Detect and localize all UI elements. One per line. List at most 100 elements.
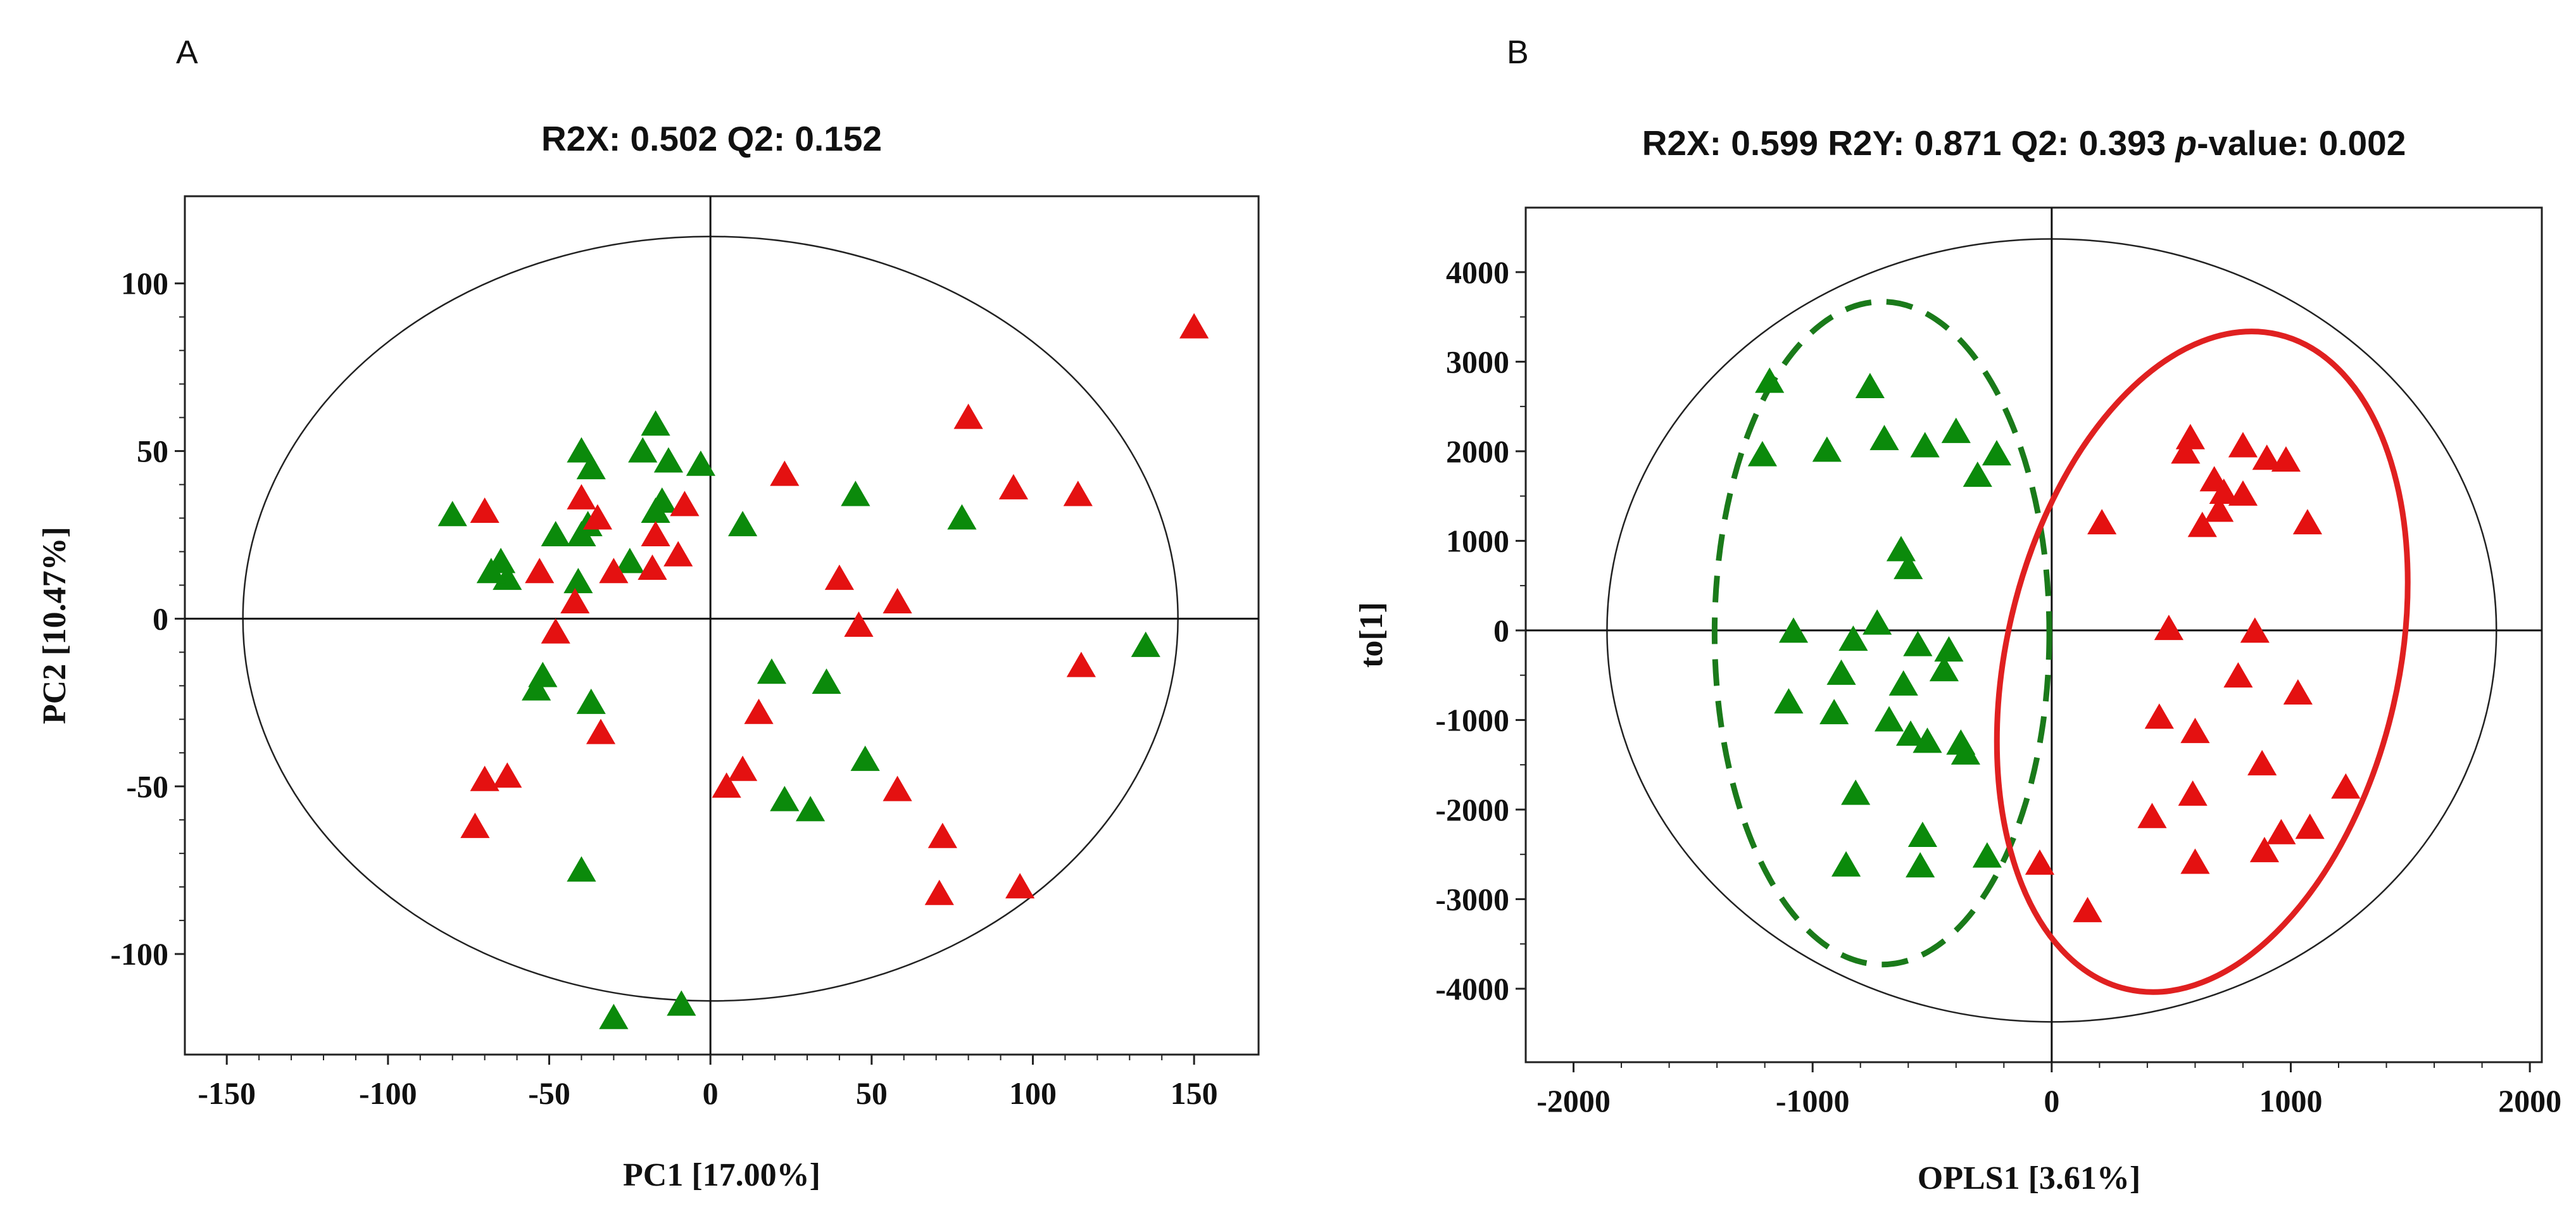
panel-a-data-point xyxy=(493,762,522,788)
panel-b-data-point xyxy=(1826,659,1856,685)
panel-a-data-point xyxy=(653,447,684,473)
panel-b-data-point xyxy=(2187,511,2217,537)
panel-b-data-point xyxy=(1888,670,1918,696)
panel-b-y-tick-label: 0 xyxy=(1493,613,1509,648)
panel-b-data-point xyxy=(2209,479,2239,505)
panel-b-title-p: p xyxy=(2175,123,2197,163)
panel-a-data-point xyxy=(1066,651,1096,677)
panel-a-data-point xyxy=(541,520,570,547)
panel-a-data-point xyxy=(757,658,787,684)
panel-a-data-point xyxy=(795,796,826,822)
panel-a-data-point xyxy=(850,745,880,771)
panel-a-data-point xyxy=(541,618,570,644)
panel-a-data-point xyxy=(470,765,499,791)
panel-b-red-group-ellipse xyxy=(1994,329,2411,995)
panel-b-y-tick-label: -2000 xyxy=(1435,792,1509,827)
panel-b-data-point xyxy=(2240,617,2270,643)
panel-a-data-point xyxy=(927,822,957,848)
panel-b-data-point xyxy=(1819,699,1849,725)
panel-a-data-point xyxy=(493,564,522,590)
panel-b-x-tick-label: -1000 xyxy=(1776,1083,1850,1119)
panel-b-data-point xyxy=(1913,727,1942,753)
panel-a-data-point xyxy=(437,501,467,527)
panel-b-data-point xyxy=(1747,441,1777,467)
panel-b-plot-content: -2000 -1000 0 1000 2000 -4000 -3000 -2000 -1000 0… xyxy=(1435,208,2561,1119)
panel-a-data-point xyxy=(638,554,667,580)
panel-a-x-tick-label: -100 xyxy=(359,1075,417,1111)
panel-b-plot-frame xyxy=(1524,206,2543,1063)
panel-b-data-point xyxy=(1863,609,1892,635)
panel-a-data-point xyxy=(953,403,983,429)
panel-b-data-point xyxy=(1812,436,1842,462)
panel-a-data-point xyxy=(460,812,490,838)
panel-a-plot-content: -150 -100 -50 0 50 100 150 -100 -50 0 50 100 xyxy=(110,196,1259,1111)
panel-a-data-point xyxy=(641,520,670,547)
panel-b-data-point xyxy=(1841,779,1871,805)
panel-a-data-point xyxy=(576,454,606,480)
panel-b-data-point xyxy=(1831,851,1861,877)
panel-a-data-point xyxy=(567,520,596,547)
panel-b-y-tick-label: -4000 xyxy=(1435,971,1509,1006)
panel-a-data-point xyxy=(924,879,954,905)
panel-b-data-point xyxy=(2178,780,2208,806)
panel-b-data-point xyxy=(2171,438,2201,464)
panel-b-data-point xyxy=(2223,662,2253,688)
panel-a-data-point xyxy=(1005,873,1035,899)
panel-b-data-point xyxy=(2154,615,2183,641)
panel-b-data-point xyxy=(2247,749,2277,775)
panel-b-data-point xyxy=(1894,553,1923,579)
panel-a-plot-frame xyxy=(184,195,1260,1056)
panel-b-data-point xyxy=(1778,617,1809,643)
panel-b-data-point xyxy=(1941,417,1971,443)
panel-a-y-tick-label: 50 xyxy=(137,434,168,469)
panel-b-data-point xyxy=(1982,440,2012,466)
panel-b-data-point xyxy=(2249,837,2280,863)
panel-a-data-point xyxy=(560,587,590,613)
panel-a-data-point xyxy=(522,675,551,701)
panel-a-data-point xyxy=(712,772,741,798)
panel-b-red-group-series xyxy=(2025,423,2361,922)
panel-a-data-point xyxy=(686,450,715,476)
panel-b-data-point xyxy=(1869,425,1899,451)
panel-a-y-tick-label: 100 xyxy=(121,266,168,301)
panel-a-data-point xyxy=(567,437,596,463)
panel-a-data-point xyxy=(582,504,613,530)
panel-b-letter: B xyxy=(1507,34,1529,71)
panel-b-data-point xyxy=(2087,509,2117,535)
panel-a-data-point xyxy=(1063,480,1093,506)
panel-b-data-point xyxy=(1963,461,1992,487)
panel-a-x-tick-label: 150 xyxy=(1171,1075,1218,1111)
panel-b-data-point xyxy=(1855,373,1885,399)
panel-b-data-point xyxy=(2252,444,2282,470)
panel-b-x-axis-label: OPLS1 [3.61%] xyxy=(1918,1160,2140,1196)
panel-a-data-point xyxy=(476,558,506,584)
panel-b-x-tick-label: 1000 xyxy=(2259,1083,2322,1119)
panel-b-data-point xyxy=(2271,446,2301,472)
panel-a-x-axis-label: PC1 [17.00%] xyxy=(623,1157,820,1193)
panel-b-data-point xyxy=(1838,625,1868,651)
panel-a-x-tick-label: 50 xyxy=(856,1075,888,1111)
panel-b-data-point xyxy=(1903,630,1933,656)
panel-b-data-point xyxy=(1774,688,1804,714)
panel-a-data-point xyxy=(641,497,670,523)
panel-b-x-tick-label: 2000 xyxy=(2498,1083,2561,1119)
panel-a-data-point xyxy=(1179,313,1209,339)
panel-a-x-tick-label: -150 xyxy=(198,1075,256,1111)
panel-a-data-point xyxy=(586,718,616,744)
panel-a-data-point xyxy=(563,568,593,594)
panel-b-data-point xyxy=(1972,842,2002,868)
panel-a-data-point xyxy=(599,558,629,584)
panel-b-x-tick-label: 0 xyxy=(2044,1083,2059,1119)
panel-b-data-point xyxy=(2228,480,2258,506)
panel-b-data-point xyxy=(2204,496,2234,522)
panel-b-data-point xyxy=(1906,852,1935,878)
panel-a-x-tick-label: 0 xyxy=(703,1075,719,1111)
panel-a-green-group-series xyxy=(437,410,1160,1029)
panel-a-data-point xyxy=(770,786,800,812)
panel-b-title: R2X: 0.599 R2Y: 0.871 Q2: 0.393 p-value:… xyxy=(1642,123,2406,163)
panel-b-data-point xyxy=(2073,896,2102,922)
panel-a-data-point xyxy=(525,558,555,584)
panel-b-x-tick-label: -2000 xyxy=(1536,1083,1611,1119)
panel-a-letter: A xyxy=(176,34,198,71)
